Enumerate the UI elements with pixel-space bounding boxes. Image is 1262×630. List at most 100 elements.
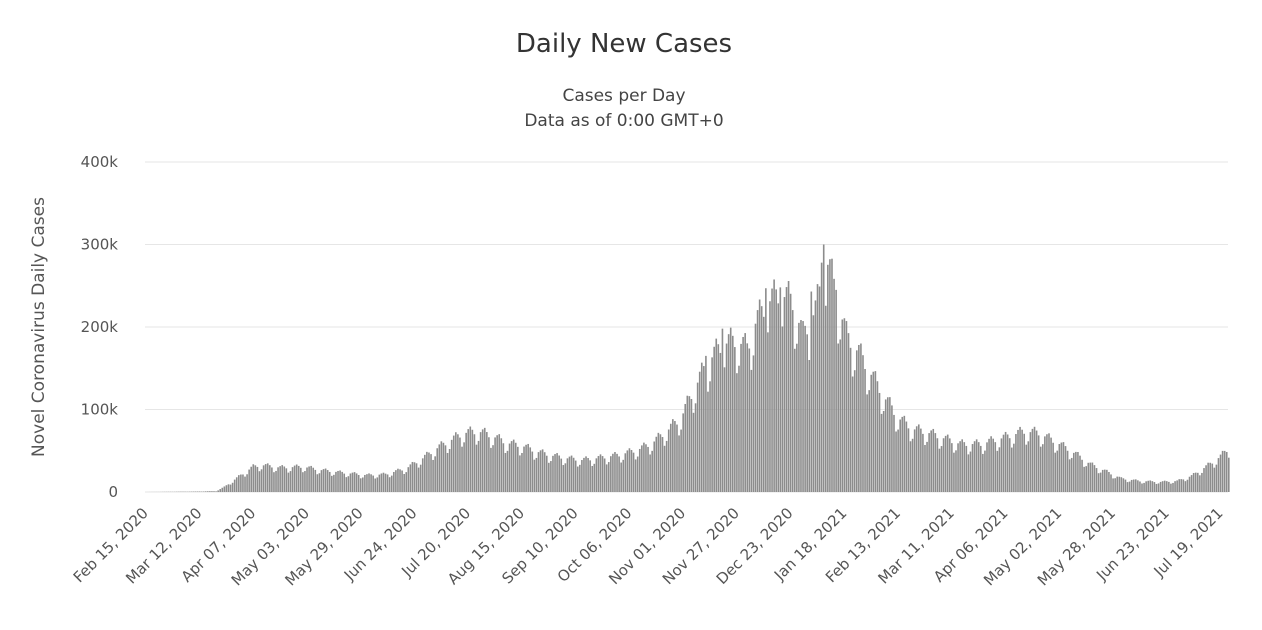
y-tick-label: 400k bbox=[81, 153, 119, 171]
bar bbox=[959, 441, 961, 492]
bar bbox=[750, 369, 753, 492]
bar bbox=[384, 473, 387, 492]
bar bbox=[936, 438, 939, 492]
bar bbox=[692, 412, 695, 492]
bar bbox=[946, 434, 949, 492]
bar bbox=[785, 287, 788, 492]
bar bbox=[589, 460, 591, 492]
bar bbox=[370, 474, 372, 492]
bar bbox=[622, 459, 625, 492]
bar bbox=[248, 469, 250, 492]
bar bbox=[523, 446, 525, 492]
bar bbox=[1097, 473, 1100, 492]
bar bbox=[977, 442, 980, 492]
bar bbox=[748, 348, 751, 492]
bar bbox=[322, 469, 325, 492]
bar bbox=[940, 446, 943, 492]
bar bbox=[934, 433, 937, 492]
bar bbox=[1060, 442, 1063, 492]
bar bbox=[1221, 450, 1224, 492]
bar bbox=[996, 450, 999, 492]
bar bbox=[1091, 462, 1094, 492]
bar bbox=[587, 458, 589, 492]
bar bbox=[483, 427, 486, 492]
bar bbox=[320, 470, 323, 492]
bar bbox=[1207, 462, 1209, 492]
bar bbox=[632, 452, 635, 492]
bar bbox=[969, 451, 972, 492]
bar bbox=[475, 444, 478, 492]
bar bbox=[477, 440, 480, 492]
bar bbox=[1180, 479, 1183, 492]
bar bbox=[746, 343, 749, 492]
bar bbox=[762, 316, 765, 492]
bar bbox=[1019, 426, 1021, 492]
bar bbox=[492, 445, 494, 492]
bar bbox=[638, 448, 641, 492]
bar bbox=[1201, 472, 1203, 492]
bar bbox=[1108, 472, 1110, 492]
bar bbox=[1161, 481, 1164, 492]
bar bbox=[552, 455, 554, 492]
bar bbox=[1151, 481, 1154, 492]
bar bbox=[399, 469, 401, 492]
bar bbox=[337, 470, 339, 492]
bar bbox=[705, 355, 707, 493]
bar bbox=[641, 445, 643, 492]
bar bbox=[572, 457, 575, 492]
bar bbox=[504, 452, 507, 492]
bar bbox=[955, 450, 957, 492]
bar bbox=[845, 321, 848, 492]
bar bbox=[448, 449, 451, 492]
bar bbox=[318, 473, 321, 492]
bar bbox=[529, 447, 532, 492]
bar bbox=[897, 429, 899, 492]
bar bbox=[1215, 464, 1218, 492]
bar bbox=[754, 323, 757, 492]
bar bbox=[574, 460, 577, 492]
bar bbox=[393, 471, 395, 492]
bar bbox=[971, 444, 974, 492]
bar bbox=[461, 446, 463, 492]
bar bbox=[1157, 483, 1160, 492]
bar bbox=[1199, 475, 1201, 492]
bar bbox=[397, 468, 399, 492]
bar bbox=[1176, 480, 1178, 492]
bar bbox=[502, 443, 505, 492]
bar bbox=[810, 291, 813, 492]
bar bbox=[599, 454, 602, 492]
bar bbox=[1031, 428, 1034, 492]
bar bbox=[634, 459, 637, 492]
bar bbox=[430, 454, 432, 492]
bar bbox=[984, 450, 986, 492]
bar bbox=[291, 467, 294, 492]
bar bbox=[973, 441, 976, 492]
bar bbox=[853, 370, 856, 492]
bar bbox=[1068, 459, 1071, 492]
bar bbox=[521, 452, 523, 492]
bar bbox=[395, 470, 397, 492]
bar bbox=[1166, 481, 1168, 492]
bar bbox=[891, 405, 893, 492]
bar bbox=[837, 343, 839, 492]
bar bbox=[421, 458, 424, 492]
bar bbox=[436, 448, 439, 492]
bar bbox=[659, 434, 662, 492]
bar bbox=[721, 328, 724, 492]
bar bbox=[1064, 446, 1067, 492]
bar bbox=[1172, 482, 1174, 492]
y-tick-label: 100k bbox=[81, 401, 119, 419]
bar bbox=[756, 310, 759, 492]
bar bbox=[647, 446, 649, 492]
bar bbox=[426, 451, 428, 492]
bar bbox=[353, 472, 356, 492]
bar bbox=[1134, 479, 1137, 492]
bar bbox=[347, 476, 350, 492]
bar bbox=[719, 352, 722, 492]
bar bbox=[260, 469, 263, 492]
bar bbox=[930, 430, 932, 492]
bar bbox=[221, 487, 224, 492]
bar bbox=[992, 438, 994, 492]
bar bbox=[1099, 472, 1102, 492]
